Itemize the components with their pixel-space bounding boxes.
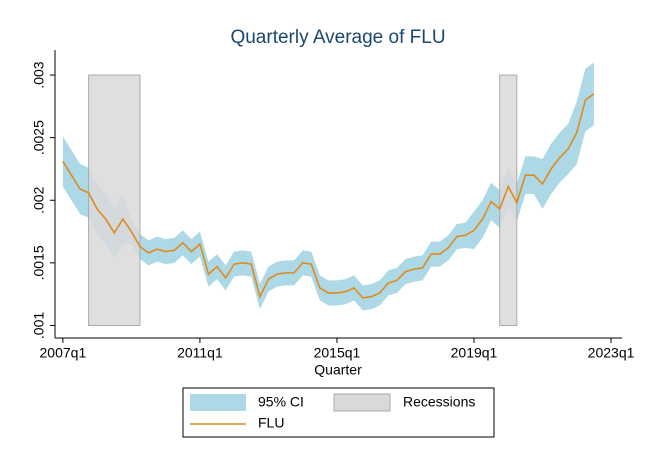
legend-label: FLU — [258, 415, 284, 431]
y-tick-label: .002 — [31, 186, 47, 213]
x-tick-label: 2019q1 — [451, 345, 498, 361]
y-tick-label: .003 — [31, 61, 47, 88]
legend-swatch — [333, 393, 391, 412]
x-tick-label: 2011q1 — [177, 345, 223, 361]
legend-label: Recessions — [403, 394, 475, 410]
x-axis-title: Quarter — [314, 362, 362, 378]
x-tick-label: 2007q1 — [40, 345, 87, 361]
legend-label: 95% CI — [258, 394, 304, 410]
chart-title: Quarterly Average of FLU — [230, 27, 445, 48]
y-tick-label: .0015 — [31, 245, 47, 280]
y-tick-label: .001 — [31, 312, 47, 339]
x-tick-label: 2023q1 — [588, 345, 635, 361]
x-tick-label: 2015q1 — [314, 345, 361, 361]
legend-swatch — [190, 394, 246, 411]
recession — [88, 74, 141, 326]
flu-line — [62, 93, 595, 299]
y-tick-label: .0025 — [31, 120, 47, 155]
